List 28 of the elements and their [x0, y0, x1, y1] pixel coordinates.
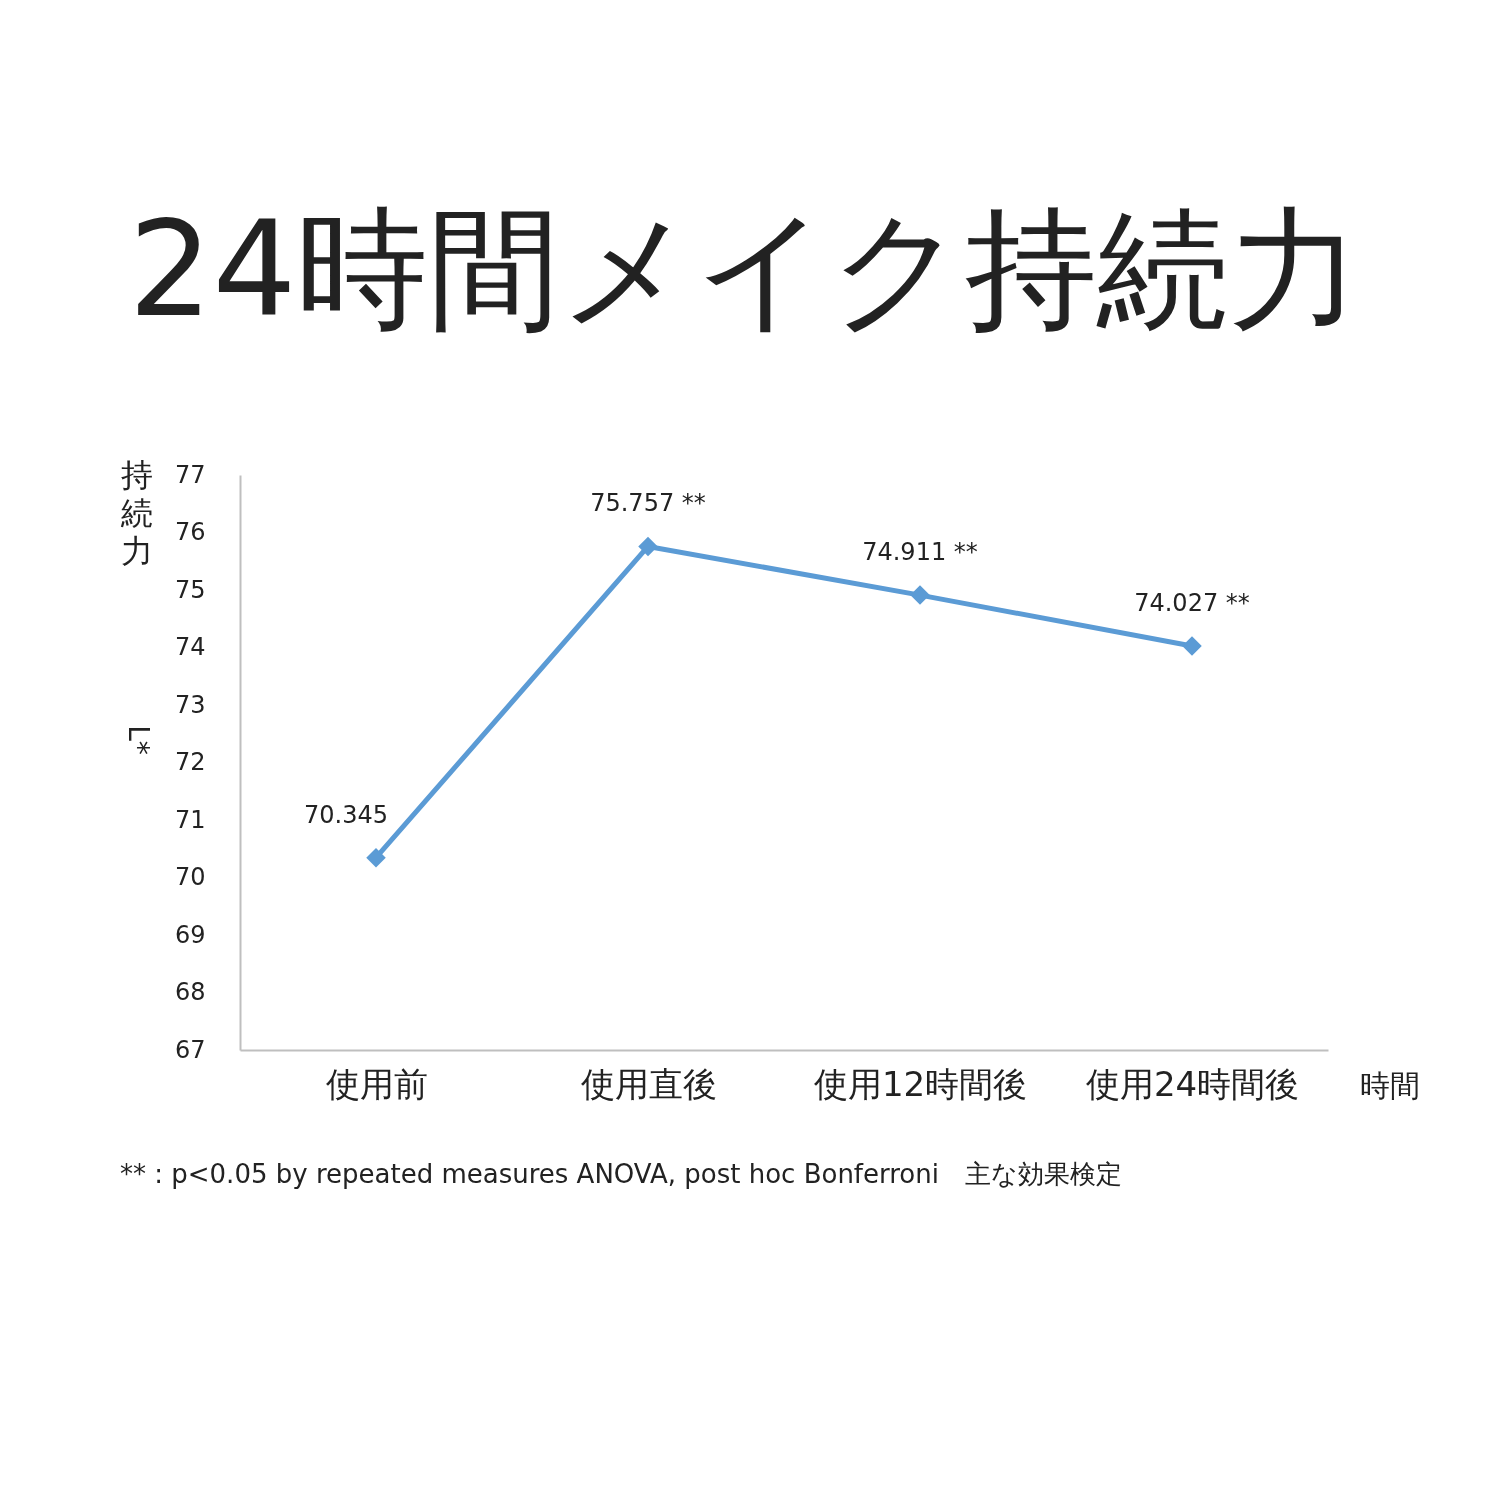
x-tick-label: 使用直後	[580, 1063, 717, 1104]
x-tick-label: 使用12時間後	[813, 1063, 1028, 1104]
point	[638, 536, 658, 557]
y-tick-label: 77	[174, 460, 206, 489]
x-axis-title: 時間	[1360, 1068, 1420, 1103]
y-tick-label: 73	[174, 690, 206, 719]
text: ** : p<0.05 by repeated measures ANOVA, post hoc Bonferroni 主な効果検定	[120, 1159, 1122, 1189]
y-tick-label: 67	[174, 1035, 206, 1064]
data-label: 74.027 **	[1134, 588, 1250, 617]
y-tick-label: 76	[174, 518, 206, 546]
x-tick-label: 使用24時間後	[1085, 1063, 1300, 1104]
y-tick-label: 74	[174, 633, 206, 661]
y-tick-label: 69	[174, 920, 206, 949]
chart-title: 24時間メイク持続力	[128, 192, 1362, 346]
text: L*	[122, 725, 155, 755]
y-tick-label: 68	[174, 978, 206, 1006]
data-label: 74.911 **	[862, 538, 978, 567]
x-tick-label: 使用前	[325, 1063, 428, 1104]
point	[1182, 636, 1202, 656]
y-axis-title: 持続力	[120, 456, 153, 570]
point	[910, 585, 930, 605]
data-label: 75.757 **	[590, 489, 706, 518]
y-tick-label: 71	[174, 805, 206, 834]
point	[366, 847, 386, 868]
y-tick-label: 70	[174, 863, 206, 891]
y-tick-label: 72	[174, 748, 206, 776]
y-tick-label: 75	[174, 575, 206, 604]
data-label: 70.345	[304, 800, 388, 829]
